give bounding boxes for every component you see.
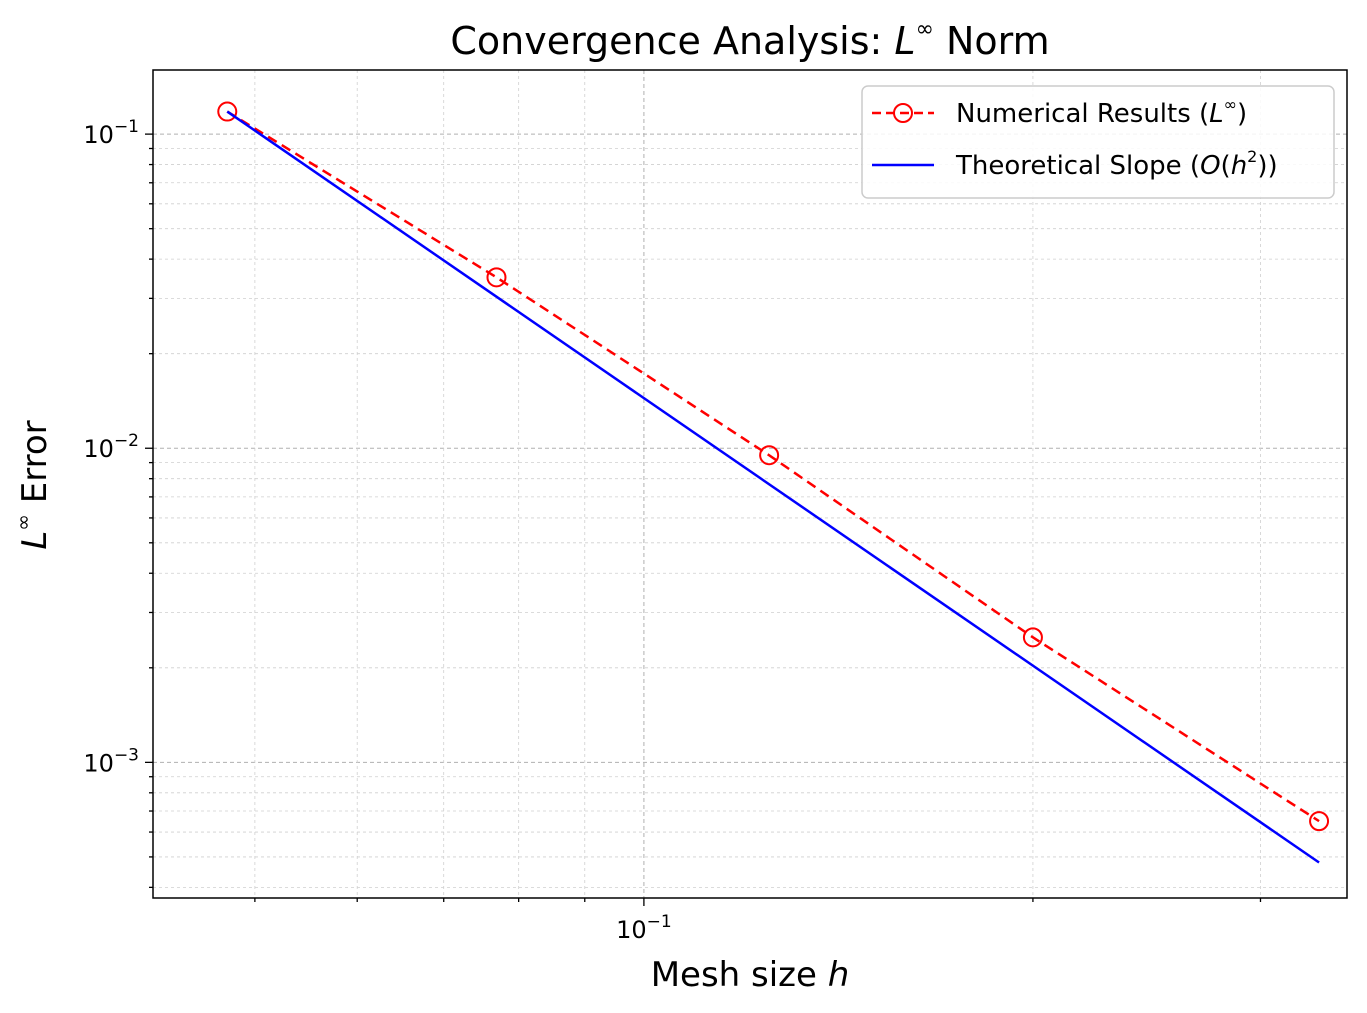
- ylabel-error: Error: [15, 420, 55, 514]
- data-point: [1022, 627, 1043, 648]
- title-main: Convergence Analysis:: [450, 19, 894, 63]
- y-tick-label: 10−2: [83, 431, 139, 463]
- xlabel-h: h: [828, 955, 850, 995]
- legend-box: [861, 85, 1335, 199]
- ylabel-infinity: ∞: [11, 514, 35, 531]
- plot-frame: [152, 69, 1348, 899]
- data-point: [759, 445, 780, 466]
- data-point: [1309, 811, 1330, 832]
- x-axis-label: Mesh size h: [651, 955, 850, 995]
- legend-numerical-label: Numerical Results (L∞): [956, 95, 1247, 129]
- y-tick-label: 10−3: [83, 745, 139, 777]
- data-point: [486, 267, 507, 288]
- series-line-0: [226, 110, 1320, 823]
- title-L: L: [894, 19, 915, 63]
- xlabel-text: Mesh size: [651, 955, 828, 995]
- y-tick-label: 10−1: [83, 117, 139, 149]
- series-line-1: [226, 110, 1320, 864]
- series-layer: [217, 101, 1330, 864]
- x-tick-label: 10−1: [616, 912, 672, 944]
- ticks: 10−1 10−2 10−3 10−1: [83, 117, 1262, 944]
- chart-title: Convergence Analysis: L∞ Norm: [450, 17, 1049, 63]
- legend: Numerical Results (L∞) Theoretical Slope…: [861, 85, 1335, 199]
- legend-numerical-marker: [893, 103, 913, 123]
- title-norm: Norm: [934, 19, 1050, 63]
- y-axis-label: L∞ Error: [11, 420, 55, 549]
- title-infinity: ∞: [916, 17, 934, 42]
- legend-theoretical-label: Theoretical Slope (O(h2)): [955, 147, 1278, 181]
- ylabel-L: L: [15, 531, 55, 550]
- data-point: [217, 101, 238, 122]
